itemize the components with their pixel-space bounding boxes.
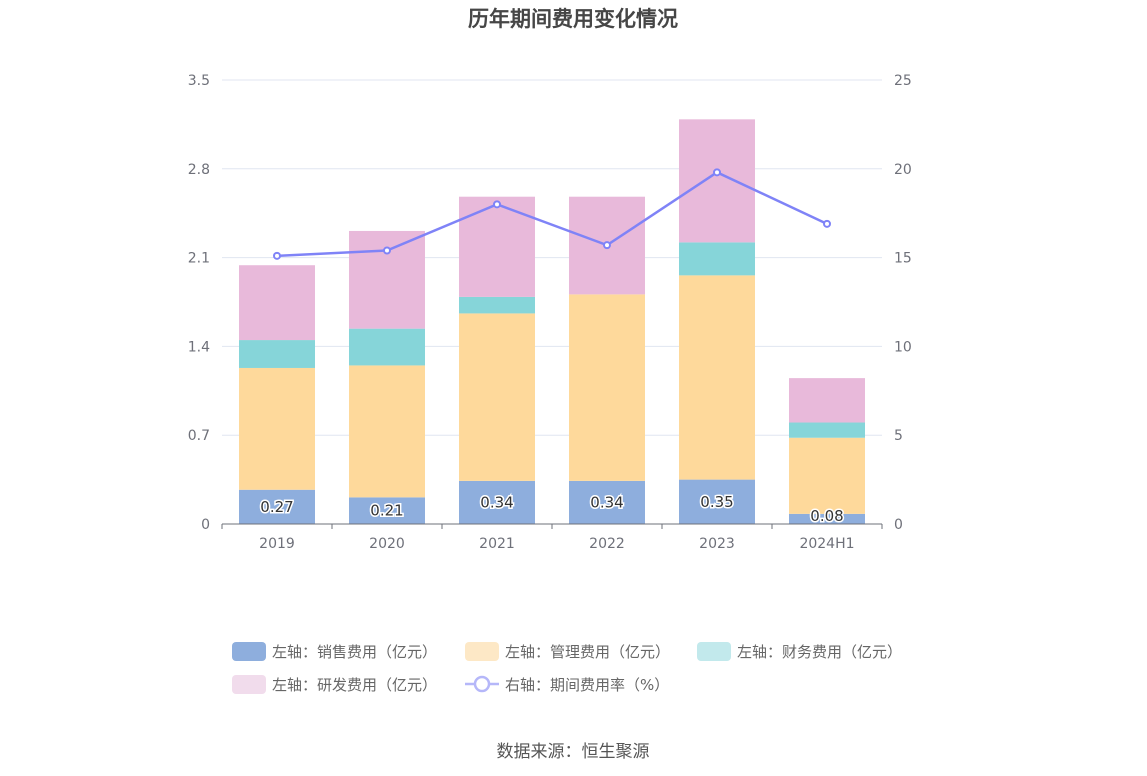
x-tick-label: 2020 bbox=[369, 536, 405, 552]
legend-swatch bbox=[697, 642, 731, 661]
bar-segment-0-2022[interactable] bbox=[569, 480, 645, 524]
legend-swatch bbox=[232, 642, 266, 661]
bar-segment-2-2023[interactable] bbox=[679, 242, 755, 276]
legend-item-4[interactable]: 右轴：期间费用率（%） bbox=[465, 675, 669, 694]
x-tick-label: 2021 bbox=[479, 536, 515, 552]
rate-point-2019[interactable] bbox=[273, 251, 281, 260]
bar-segment-0-2021[interactable] bbox=[459, 480, 535, 524]
bar-segment-3-2023[interactable] bbox=[679, 119, 755, 243]
source-note: 数据来源：恒生聚源 bbox=[497, 742, 650, 762]
legend-label: 左轴：财务费用（亿元） bbox=[737, 643, 902, 661]
bar-segment-0-2024H1[interactable] bbox=[789, 513, 865, 524]
rate-point-2020[interactable] bbox=[383, 246, 391, 255]
bar-segment-1-2020[interactable] bbox=[349, 365, 425, 498]
right-tick-label: 10 bbox=[894, 339, 912, 355]
bar-segment-2-2024H1[interactable] bbox=[789, 422, 865, 438]
legend-swatch bbox=[232, 675, 266, 694]
bar-segment-1-2023[interactable] bbox=[679, 275, 755, 480]
x-tick-label: 2023 bbox=[699, 536, 735, 552]
legend-label: 左轴：管理费用（亿元） bbox=[505, 643, 670, 661]
bar-segment-0-2020[interactable] bbox=[349, 497, 425, 524]
rate-point-2022[interactable] bbox=[603, 241, 611, 250]
left-tick-label: 3.5 bbox=[188, 73, 210, 89]
right-tick-label: 20 bbox=[894, 162, 912, 178]
rate-point-2023[interactable] bbox=[713, 168, 721, 177]
bar-data-label: 0.27 bbox=[260, 498, 293, 516]
rate-point-2021[interactable] bbox=[493, 200, 501, 209]
chart-title: 历年期间费用变化情况 bbox=[468, 7, 678, 31]
legend-label: 左轴：销售费用（亿元） bbox=[272, 643, 437, 661]
left-tick-label: 0.7 bbox=[188, 428, 210, 444]
bar-segment-2-2021[interactable] bbox=[459, 296, 535, 314]
rate-point-2024H1[interactable] bbox=[823, 219, 831, 228]
legend-label: 右轴：期间费用率（%） bbox=[505, 676, 669, 694]
x-tick-label: 2019 bbox=[259, 536, 295, 552]
bar-segment-3-2019[interactable] bbox=[239, 265, 315, 341]
bar-segment-3-2021[interactable] bbox=[459, 196, 535, 297]
bar-segment-1-2019[interactable] bbox=[239, 367, 315, 490]
bar-data-label: 0.34 bbox=[590, 493, 623, 511]
right-axis-ticks: 0 5 10 15 20 25 bbox=[894, 73, 912, 533]
bar-data-label: 0.34 bbox=[480, 493, 513, 511]
bar-data-label: 0.35 bbox=[700, 493, 733, 511]
legend-label: 左轴：研发费用（亿元） bbox=[272, 676, 437, 694]
rate-line bbox=[276, 170, 828, 258]
legend: 左轴：销售费用（亿元） 左轴：管理费用（亿元） 左轴：财务费用（亿元） 左轴：研发费用… bbox=[232, 642, 902, 694]
right-tick-label: 25 bbox=[894, 73, 912, 89]
left-tick-label: 1.4 bbox=[188, 339, 210, 355]
bar-data-label: 0.08 bbox=[810, 507, 843, 525]
bar-segment-3-2020[interactable] bbox=[349, 230, 425, 329]
left-tick-label: 2.1 bbox=[188, 251, 210, 267]
bar-segment-2-2019[interactable] bbox=[239, 340, 315, 368]
bar-segment-1-2022[interactable] bbox=[569, 294, 645, 481]
right-tick-label: 5 bbox=[894, 428, 903, 444]
legend-swatch bbox=[465, 642, 499, 661]
legend-item-1[interactable]: 左轴：管理费用（亿元） bbox=[465, 642, 670, 661]
right-tick-label: 0 bbox=[894, 517, 903, 533]
legend-item-3[interactable]: 左轴：研发费用（亿元） bbox=[232, 675, 437, 694]
left-tick-label: 0 bbox=[201, 517, 210, 533]
legend-item-2[interactable]: 左轴：财务费用（亿元） bbox=[697, 642, 902, 661]
bar-segment-0-2019[interactable] bbox=[239, 489, 315, 524]
legend-marker bbox=[473, 675, 491, 693]
left-tick-label: 2.8 bbox=[188, 162, 210, 178]
x-axis: 2019 2020 2021 2022 2023 2024H1 bbox=[221, 523, 883, 552]
bar-segment-0-2023[interactable] bbox=[679, 479, 755, 524]
bar-series bbox=[239, 119, 865, 524]
rate-line-series bbox=[273, 168, 831, 260]
right-tick-label: 15 bbox=[894, 251, 912, 267]
legend-item-0[interactable]: 左轴：销售费用（亿元） bbox=[232, 642, 437, 661]
bar-segment-3-2024H1[interactable] bbox=[789, 378, 865, 423]
x-tick-label: 2022 bbox=[589, 536, 625, 552]
left-axis-ticks: 0 0.7 1.4 2.1 2.8 3.5 bbox=[188, 73, 210, 533]
bar-segment-1-2021[interactable] bbox=[459, 313, 535, 481]
bar-segment-2-2020[interactable] bbox=[349, 328, 425, 366]
bar-data-labels: 0.27 0.21 0.34 0.34 0.35 0.08 bbox=[259, 491, 845, 526]
bar-segment-1-2024H1[interactable] bbox=[789, 437, 865, 514]
grid-lines bbox=[222, 79, 882, 436]
bar-data-label: 0.21 bbox=[370, 502, 403, 520]
x-tick-label: 2024H1 bbox=[799, 536, 854, 552]
